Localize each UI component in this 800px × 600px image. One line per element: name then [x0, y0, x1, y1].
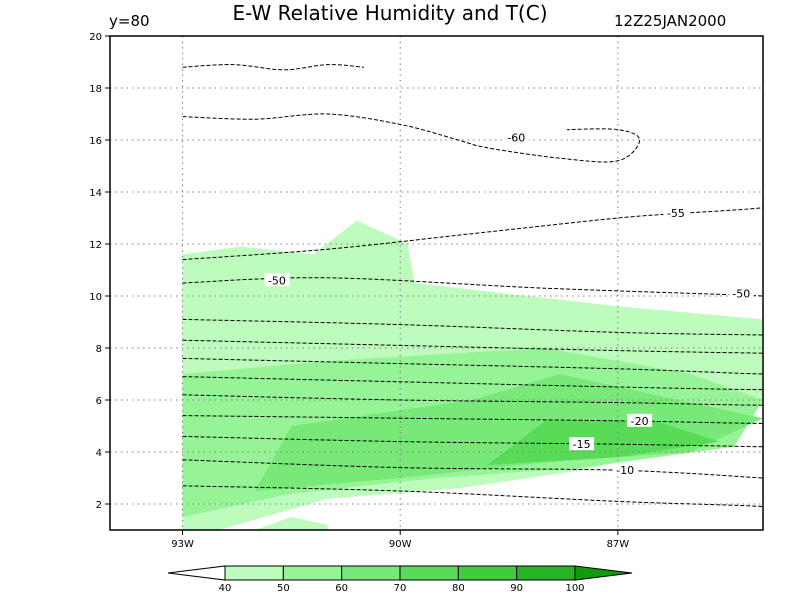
contour-label-bg [627, 413, 653, 427]
contour-label-bg [612, 463, 638, 477]
y-tick-label: 8 [96, 344, 102, 355]
temp-contour [182, 376, 763, 391]
colorbar-swatch [516, 565, 576, 581]
temp-contour [182, 64, 364, 71]
y-tick-label: 20 [89, 32, 102, 43]
x-axis: 93W90W87W84W81W78W75W72W69W66W [171, 530, 630, 550]
colorbar: 40 50 60 70 80 90 100 [167, 565, 633, 594]
y-axis: 2 4 6 8 10 12 14 16 18 20 [89, 32, 110, 511]
contour-label-bg [503, 130, 529, 144]
contour-label: -15 [573, 438, 591, 451]
colorbar-label: 60 [335, 583, 348, 594]
contour-label: -50 [732, 287, 750, 300]
y-tick-label: 16 [89, 136, 102, 147]
y-tick-label: 10 [89, 292, 102, 303]
y-tick-label: 4 [96, 448, 102, 459]
colorbar-swatch [282, 565, 343, 581]
contour-label: -55 [667, 207, 685, 220]
colorbar-low-arrow [167, 565, 226, 581]
x-tick-label: 93W [171, 539, 194, 550]
contour-label: -20 [631, 415, 649, 428]
colorbar-label: 70 [394, 583, 407, 594]
colorbar-label: 40 [219, 583, 232, 594]
colorbar-label: 50 [277, 583, 290, 594]
temp-contour [182, 485, 763, 520]
temp-contour [182, 101, 763, 261]
colorbar-swatch [224, 565, 284, 581]
chart-title: E-W Relative Humidity and T(C) [233, 1, 548, 25]
contour-label: -60 [507, 131, 525, 144]
contour-label-bg [264, 273, 290, 287]
colorbar-label: 80 [452, 583, 465, 594]
colorbar-label: 90 [510, 583, 523, 594]
y-tick-label: 2 [96, 500, 102, 511]
section-label: y=80 [109, 12, 150, 30]
contour-label-bg [663, 205, 689, 219]
temp-contour [182, 337, 763, 354]
temp-contour [182, 415, 763, 424]
temp-contour [182, 357, 763, 375]
colorbar-label: 100 [565, 583, 584, 594]
rh-region-70 [487, 420, 720, 465]
y-tick-label: 12 [89, 240, 102, 251]
temp-contour [182, 113, 641, 163]
x-tick-label: 87W [607, 539, 630, 550]
contour-label-layer: -5-10-15-20-25-30-35-40-45-50-55-60-6005… [264, 130, 754, 477]
colorbar-swatch [399, 565, 459, 581]
colorbar-high-arrow [574, 565, 633, 581]
x-tick-label: 90W [389, 539, 412, 550]
colorbar-swatch [341, 565, 401, 581]
y-tick-label: 14 [89, 188, 102, 199]
valid-time-label: 12Z25JAN2000 [614, 12, 726, 30]
contour-label: -50 [268, 274, 286, 287]
contour-label-bg [728, 286, 754, 300]
temperature-contour-layer [182, 59, 763, 530]
rh-region-40 [255, 517, 328, 530]
temp-contour [182, 316, 763, 336]
temp-contour [182, 394, 763, 406]
plot-frame [109, 35, 764, 531]
contour-label: -10 [616, 464, 634, 477]
contour-label-bg [569, 437, 595, 451]
colorbar-swatch [457, 565, 518, 581]
y-tick-label: 6 [96, 396, 102, 407]
y-tick-label: 18 [89, 84, 102, 95]
